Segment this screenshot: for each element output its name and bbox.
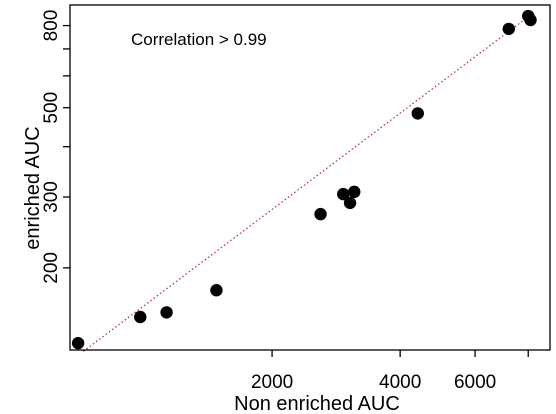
correlation-annotation: Correlation > 0.99 xyxy=(131,30,267,49)
x-tick-label: 2000 xyxy=(251,372,293,393)
data-point xyxy=(524,13,537,27)
x-tick-label: 6000 xyxy=(454,372,496,393)
data-point xyxy=(134,310,147,324)
y-tick-label: 200 xyxy=(41,252,62,284)
y-tick-label: 300 xyxy=(41,181,62,213)
data-point xyxy=(210,284,223,297)
data-point xyxy=(411,107,424,120)
data-point xyxy=(71,336,85,350)
data-point xyxy=(343,196,357,210)
data-point xyxy=(348,185,361,199)
y-axis-label: enriched AUC xyxy=(22,126,44,249)
data-point xyxy=(337,187,350,201)
x-axis-label: Non enriched AUC xyxy=(234,393,400,414)
y-tick-label: 500 xyxy=(41,92,62,124)
y-tick-label: 800 xyxy=(41,10,62,42)
data-point xyxy=(314,207,327,221)
x-tick-label: 4000 xyxy=(379,372,421,393)
data-point xyxy=(502,22,515,36)
data-point xyxy=(160,306,173,319)
fit-line xyxy=(82,12,534,352)
plot-frame xyxy=(69,4,551,351)
